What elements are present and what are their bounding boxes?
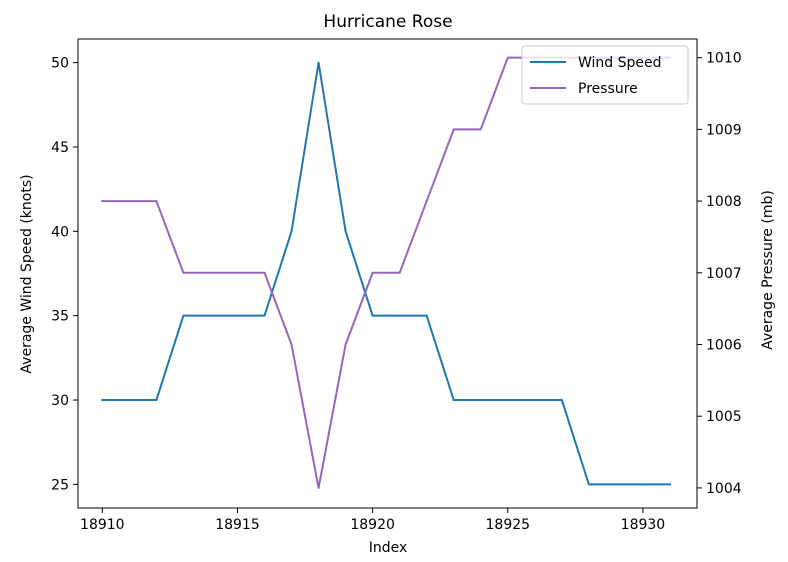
left-y-tick-label: 30 xyxy=(51,393,69,409)
data-point-wind-speed xyxy=(155,399,158,401)
x-axis-label: Index xyxy=(369,540,408,556)
x-tick-label: 18925 xyxy=(486,517,531,533)
legend: Wind Speed Pressure xyxy=(521,45,689,105)
x-tick-label: 18915 xyxy=(215,517,260,533)
left-y-axis-label: Average Wind Speed (knots) xyxy=(19,174,35,373)
data-point-pressure xyxy=(317,487,320,489)
data-point-wind-speed xyxy=(101,399,104,401)
data-point-pressure xyxy=(236,271,239,274)
legend-box xyxy=(521,45,689,105)
right-y-tick-label: 1007 xyxy=(706,266,742,282)
right-y-tick-label: 1009 xyxy=(706,122,742,138)
legend-label-wind-speed: Wind Speed xyxy=(578,55,662,71)
data-point-pressure xyxy=(398,271,401,274)
data-point-pressure xyxy=(155,200,158,202)
data-point-wind-speed xyxy=(642,483,644,486)
data-point-wind-speed xyxy=(587,483,590,486)
data-point-wind-speed xyxy=(398,314,401,317)
data-point-wind-speed xyxy=(182,314,185,317)
x-tick-label: 18920 xyxy=(350,517,395,533)
left-y-tick-label: 45 xyxy=(51,140,69,156)
left-y-tick-label: 40 xyxy=(51,224,69,240)
data-point-pressure xyxy=(209,271,212,274)
data-point-wind-speed xyxy=(533,399,536,401)
data-point-pressure xyxy=(263,271,266,274)
data-point-pressure xyxy=(479,128,482,131)
chart-title: Hurricane Rose xyxy=(323,12,452,32)
right-y-tick-label: 1004 xyxy=(706,481,742,497)
x-tick-label: 18930 xyxy=(621,517,666,533)
legend-label-pressure: Pressure xyxy=(578,81,638,97)
data-point-wind-speed xyxy=(344,230,347,233)
right-y-tick-label: 1006 xyxy=(706,337,742,353)
data-point-wind-speed xyxy=(452,399,455,401)
data-point-wind-speed xyxy=(209,314,212,317)
data-point-pressure xyxy=(101,200,104,202)
right-y-axis-label: Average Pressure (mb) xyxy=(760,190,776,350)
data-point-pressure xyxy=(344,343,347,346)
series-line-wind-speed xyxy=(101,61,671,486)
left-y-tick-label: 25 xyxy=(51,477,69,493)
series-line-pressure xyxy=(101,56,671,489)
data-point-pressure xyxy=(128,200,131,202)
data-point-wind-speed xyxy=(479,399,482,401)
data-point-wind-speed xyxy=(371,314,374,317)
data-point-pressure xyxy=(371,271,374,274)
data-point-pressure xyxy=(452,128,455,131)
left-y-tick-label: 35 xyxy=(51,309,69,325)
data-point-wind-speed xyxy=(425,314,428,317)
data-point-wind-speed xyxy=(236,314,239,317)
data-point-wind-speed xyxy=(615,483,617,486)
left-y-tick-label: 50 xyxy=(51,56,69,72)
data-point-wind-speed xyxy=(506,399,509,401)
right-y-tick-label: 1010 xyxy=(706,51,742,67)
data-point-pressure xyxy=(506,56,509,59)
data-point-wind-speed xyxy=(669,483,671,486)
data-point-pressure xyxy=(290,343,293,346)
data-point-wind-speed xyxy=(263,314,266,317)
data-point-wind-speed xyxy=(560,399,563,401)
plot-frame xyxy=(77,38,698,509)
data-point-pressure xyxy=(425,200,428,202)
data-point-wind-speed xyxy=(290,230,293,233)
right-y-tick-label: 1008 xyxy=(706,194,742,210)
data-point-wind-speed xyxy=(128,399,131,401)
x-tick-label: 18910 xyxy=(80,517,125,533)
data-point-pressure xyxy=(182,271,185,274)
right-y-tick-label: 1005 xyxy=(706,409,742,425)
data-point-wind-speed xyxy=(317,61,320,64)
